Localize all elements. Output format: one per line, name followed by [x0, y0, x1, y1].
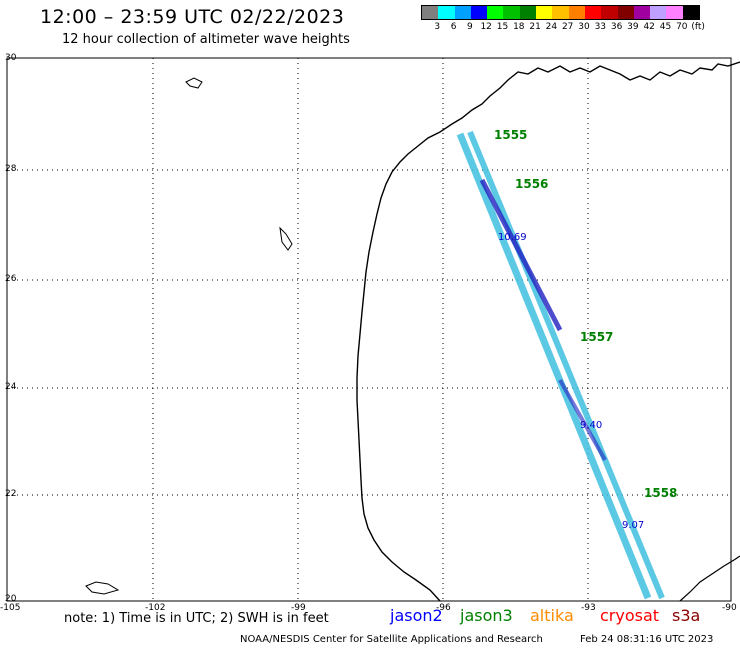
color-legend: 3 6 9 12 15 18 21 24 27 30 33 36 39 42 45 70 (ft) — [421, 5, 705, 34]
legend-label: 39 — [627, 22, 639, 32]
legend-label: 42 — [643, 22, 655, 32]
lon-label: -96 — [436, 603, 451, 613]
sat-jason3: jason3 — [460, 606, 513, 625]
sat-s3a: s3a — [672, 606, 701, 625]
coastline — [356, 61, 740, 602]
legend-swatch — [568, 6, 585, 19]
footer-note: note: 1) Time is in UTC; 2) SWH is in fe… — [64, 611, 329, 626]
legend-swatches — [421, 5, 701, 20]
legend-swatch — [422, 6, 439, 19]
legend-swatch — [666, 6, 683, 19]
track-label: 1556 — [515, 177, 549, 191]
graticule — [7, 58, 731, 601]
map-subtitle: 12 hour collection of altimeter wave hei… — [62, 32, 350, 47]
yucatan-coast — [679, 555, 740, 602]
legend-label: 21 — [529, 22, 541, 32]
legend-swatch — [487, 6, 504, 19]
lat-label: 22 — [5, 489, 17, 499]
legend-label: 70 — [676, 22, 688, 32]
map-frame — [6, 57, 732, 602]
legend-swatch — [633, 6, 651, 19]
legend-swatch — [617, 6, 634, 19]
lon-label: -102 — [145, 603, 166, 613]
track-label: 1555 — [494, 128, 528, 142]
legend-swatch — [536, 6, 553, 19]
inland-reservoir — [279, 226, 293, 251]
lon-label: -105 — [0, 603, 21, 613]
credit-line: NOAA/NESDIS Center for Satellite Applica… — [240, 634, 543, 645]
legend-label: 36 — [610, 22, 623, 32]
legend-label: 3 — [434, 22, 441, 32]
track-label: 9.07 — [622, 520, 645, 531]
legend-swatch — [454, 6, 471, 19]
lat-label: 28 — [5, 164, 17, 174]
lon-label: -99 — [291, 603, 306, 613]
lat-label: 24 — [5, 382, 17, 392]
legend-swatch — [438, 6, 455, 19]
sat-altika: altika — [530, 606, 574, 625]
legend-swatch — [650, 6, 667, 19]
legend-labels: 3 6 9 12 15 18 21 24 27 30 33 36 39 42 45 70 (ft) — [421, 20, 704, 34]
legend-label: 30 — [578, 22, 590, 32]
track-label: 1558 — [644, 486, 678, 500]
legend-swatch — [470, 6, 488, 19]
legend-label: 9 — [467, 22, 473, 32]
track-label: 10.69 — [498, 232, 527, 243]
inland-lake — [185, 77, 203, 89]
legend-swatch — [519, 6, 537, 19]
sat-jason2: jason2 — [390, 606, 443, 625]
lat-label: 20 — [5, 594, 17, 604]
map-title: 12:00 – 23:59 UTC 02/22/2023 — [40, 6, 345, 28]
altimeter-track — [456, 130, 665, 600]
lon-label: -93 — [581, 603, 596, 613]
legend-label: 12 — [480, 22, 492, 32]
lon-label: -90 — [722, 603, 737, 613]
legend-swatch — [584, 6, 602, 19]
legend-label: 6 — [450, 22, 457, 32]
lat-label: 26 — [5, 274, 17, 284]
legend-label: 33 — [594, 22, 607, 32]
legend-swatch — [503, 6, 520, 19]
track-label: 9.40 — [580, 420, 603, 431]
legend-swatch — [601, 6, 618, 19]
legend-label: 45 — [659, 22, 672, 32]
legend-label: (ft) — [691, 22, 705, 32]
legend-label: 27 — [561, 22, 574, 32]
legend-label: 24 — [545, 22, 558, 32]
track-label: 1557 — [580, 330, 614, 344]
legend-label: 15 — [496, 22, 509, 32]
sat-cryosat: cryosat — [600, 606, 660, 625]
timestamp: Feb 24 08:31:16 UTC 2023 — [580, 634, 714, 645]
island-shape — [85, 581, 120, 595]
lat-label: 30 — [5, 53, 17, 63]
legend-swatch — [682, 6, 700, 19]
legend-swatch — [552, 6, 569, 19]
legend-label: 18 — [513, 22, 525, 32]
